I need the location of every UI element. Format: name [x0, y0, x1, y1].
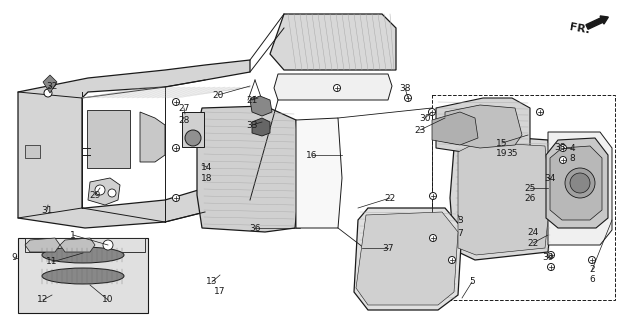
Circle shape: [449, 257, 455, 263]
Polygon shape: [25, 145, 40, 158]
Circle shape: [588, 257, 596, 263]
Text: 13: 13: [206, 277, 218, 286]
Polygon shape: [25, 238, 145, 252]
Text: 18: 18: [201, 173, 213, 182]
Text: 23: 23: [414, 125, 426, 134]
Circle shape: [536, 108, 543, 116]
Polygon shape: [18, 60, 250, 228]
Text: 38: 38: [399, 84, 411, 92]
Polygon shape: [43, 75, 57, 93]
Text: 37: 37: [383, 244, 394, 252]
Polygon shape: [354, 208, 462, 310]
Polygon shape: [87, 110, 130, 168]
Text: 6: 6: [589, 276, 595, 284]
Polygon shape: [270, 14, 396, 70]
Text: 30: 30: [419, 114, 431, 123]
Circle shape: [559, 156, 567, 164]
Bar: [182, 112, 204, 147]
Polygon shape: [140, 112, 165, 162]
Bar: [432, 95, 615, 300]
Text: 25: 25: [524, 183, 536, 193]
Text: 28: 28: [179, 116, 190, 124]
Text: 38: 38: [554, 142, 565, 151]
Text: 2: 2: [589, 266, 595, 275]
Text: 26: 26: [524, 194, 536, 203]
Polygon shape: [18, 238, 148, 313]
Circle shape: [548, 252, 554, 259]
Polygon shape: [274, 74, 392, 100]
Polygon shape: [250, 96, 272, 116]
Text: 35: 35: [506, 148, 518, 157]
Polygon shape: [450, 135, 553, 260]
Circle shape: [428, 108, 436, 116]
Circle shape: [108, 189, 116, 197]
Polygon shape: [252, 118, 270, 136]
Circle shape: [570, 173, 590, 193]
Circle shape: [565, 168, 595, 198]
FancyArrow shape: [586, 16, 608, 29]
Text: 19: 19: [496, 148, 508, 157]
Polygon shape: [546, 138, 608, 228]
Polygon shape: [356, 212, 458, 305]
Text: 11: 11: [46, 258, 57, 267]
Polygon shape: [432, 112, 478, 145]
Text: 34: 34: [544, 173, 556, 182]
Circle shape: [559, 145, 567, 151]
Text: 9: 9: [11, 253, 17, 262]
Polygon shape: [436, 98, 530, 155]
Circle shape: [185, 130, 201, 146]
Text: 20: 20: [213, 91, 224, 100]
Text: 22: 22: [384, 194, 396, 203]
Text: 31: 31: [41, 205, 53, 214]
Polygon shape: [550, 146, 602, 220]
Circle shape: [103, 240, 113, 250]
Text: 5: 5: [469, 277, 475, 286]
Text: 27: 27: [179, 103, 190, 113]
Circle shape: [172, 99, 179, 106]
Circle shape: [95, 185, 105, 195]
Ellipse shape: [42, 247, 124, 263]
Text: 33: 33: [246, 121, 258, 130]
Polygon shape: [458, 142, 550, 255]
Text: 10: 10: [102, 295, 114, 305]
Text: 3: 3: [457, 215, 463, 225]
Text: FR.: FR.: [569, 22, 591, 36]
Circle shape: [172, 145, 179, 151]
Text: 15: 15: [496, 139, 508, 148]
Polygon shape: [296, 118, 342, 228]
Circle shape: [548, 263, 554, 270]
Text: 36: 36: [249, 223, 261, 233]
Text: 14: 14: [201, 163, 213, 172]
Text: 7: 7: [457, 228, 463, 237]
Circle shape: [172, 195, 179, 202]
Polygon shape: [445, 105, 522, 148]
Text: 22: 22: [527, 238, 539, 247]
Ellipse shape: [42, 268, 124, 284]
Text: 21: 21: [247, 95, 258, 105]
Polygon shape: [60, 238, 95, 252]
Circle shape: [430, 235, 436, 242]
Polygon shape: [548, 132, 612, 245]
Polygon shape: [197, 106, 300, 232]
Text: 29: 29: [90, 190, 101, 199]
Text: 24: 24: [527, 228, 539, 236]
Text: 12: 12: [37, 295, 49, 305]
Polygon shape: [88, 178, 120, 205]
Circle shape: [405, 94, 412, 101]
Circle shape: [44, 90, 51, 97]
Text: 16: 16: [307, 150, 318, 159]
Text: 17: 17: [214, 287, 226, 297]
Text: 8: 8: [569, 154, 575, 163]
Text: 32: 32: [46, 82, 57, 91]
Circle shape: [44, 89, 52, 97]
Text: 1: 1: [70, 230, 76, 239]
Circle shape: [430, 193, 436, 199]
Circle shape: [334, 84, 341, 92]
Text: 4: 4: [569, 143, 575, 153]
Text: 39: 39: [542, 253, 554, 262]
Polygon shape: [25, 238, 60, 252]
